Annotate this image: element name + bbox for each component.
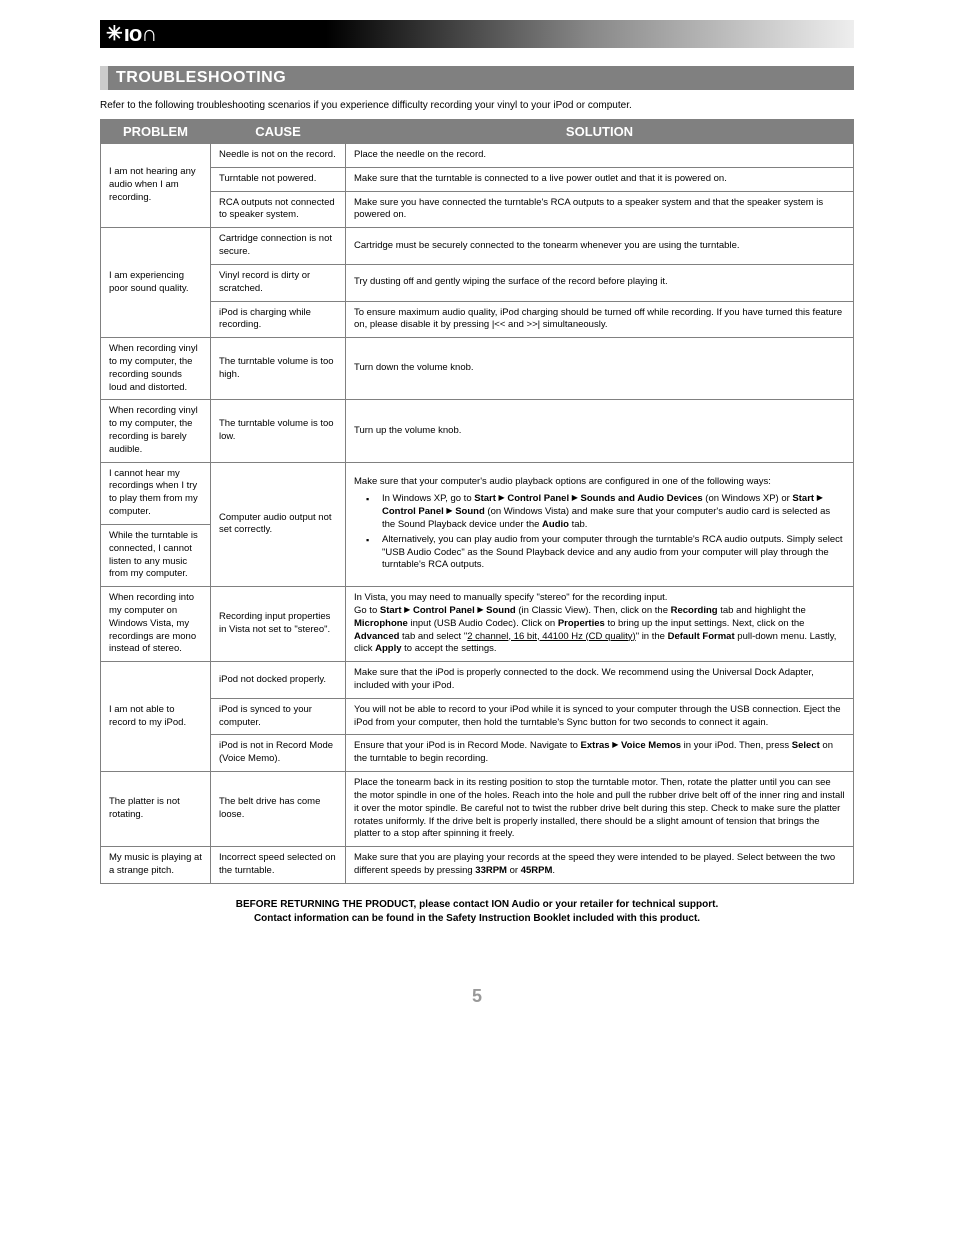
solution-cell: Place the needle on the record.: [346, 144, 854, 168]
bullet-item: In Windows XP, go to Start ▶ Control Pan…: [382, 492, 845, 532]
table-row: When recording vinyl to my computer, the…: [101, 400, 854, 462]
cause-cell: Vinyl record is dirty or scratched.: [211, 264, 346, 301]
solution-cell: You will not be able to record to your i…: [346, 698, 854, 735]
table-row: Vinyl record is dirty or scratched. Try …: [101, 264, 854, 301]
solution-cell: Make sure that your computer's audio pla…: [346, 462, 854, 587]
solution-cell: Try dusting off and gently wiping the su…: [346, 264, 854, 301]
problem-cell: I am not hearing any audio when I am rec…: [101, 144, 211, 228]
header-cause: CAUSE: [211, 120, 346, 144]
bullet-item: Alternatively, you can play audio from y…: [382, 533, 845, 573]
table-row: iPod is not in Record Mode (Voice Memo).…: [101, 735, 854, 772]
solution-cell: Make sure that the turntable is connecte…: [346, 167, 854, 191]
cause-cell: iPod is synced to your computer.: [211, 698, 346, 735]
table-row: Turntable not powered. Make sure that th…: [101, 167, 854, 191]
header-problem: PROBLEM: [101, 120, 211, 144]
troubleshooting-table: PROBLEM CAUSE SOLUTION I am not hearing …: [100, 119, 854, 884]
solution-text: Make sure that your computer's audio pla…: [354, 476, 771, 487]
problem-cell: While the turntable is connected, I cann…: [101, 524, 211, 586]
cause-cell: Incorrect speed selected on the turntabl…: [211, 847, 346, 884]
problem-cell: I am not able to record to my iPod.: [101, 662, 211, 772]
cause-cell: The belt drive has come loose.: [211, 772, 346, 847]
problem-cell: When recording into my computer on Windo…: [101, 587, 211, 662]
section-heading: TROUBLESHOOTING: [100, 66, 854, 90]
footer-line-2: Contact information can be found in the …: [254, 913, 700, 924]
solution-cell: Place the tonearm back in its resting po…: [346, 772, 854, 847]
table-row: iPod is charging while recording. To ens…: [101, 301, 854, 338]
table-row: I am not hearing any audio when I am rec…: [101, 144, 854, 168]
table-row: iPod is synced to your computer. You wil…: [101, 698, 854, 735]
cause-cell: Cartridge connection is not secure.: [211, 228, 346, 265]
table-row: I am experiencing poor sound quality. Ca…: [101, 228, 854, 265]
solution-cell: Make sure you have connected the turntab…: [346, 191, 854, 228]
logo-bar: ✳ ıo∩: [100, 20, 854, 48]
problem-cell: The platter is not rotating.: [101, 772, 211, 847]
cause-cell: Computer audio output not set correctly.: [211, 462, 346, 587]
problem-cell: I am experiencing poor sound quality.: [101, 228, 211, 338]
solution-cell: Turn down the volume knob.: [346, 338, 854, 400]
solution-cell: Ensure that your iPod is in Record Mode.…: [346, 735, 854, 772]
footer-line-1: BEFORE RETURNING THE PRODUCT, please con…: [236, 899, 718, 910]
table-row: When recording into my computer on Windo…: [101, 587, 854, 662]
logo-label: ıo∩: [124, 21, 156, 47]
solution-cell: Make sure that the iPod is properly conn…: [346, 662, 854, 699]
table-row: RCA outputs not connected to speaker sys…: [101, 191, 854, 228]
problem-cell: I cannot hear my recordings when I try t…: [101, 462, 211, 524]
cause-cell: iPod not docked properly.: [211, 662, 346, 699]
triangle-icon: ▶: [817, 493, 823, 502]
page-number: 5: [100, 986, 854, 1007]
footer-notes: BEFORE RETURNING THE PRODUCT, please con…: [100, 898, 854, 926]
cause-cell: The turntable volume is too low.: [211, 400, 346, 462]
table-row: When recording vinyl to my computer, the…: [101, 338, 854, 400]
cause-cell: Turntable not powered.: [211, 167, 346, 191]
table-row: The platter is not rotating. The belt dr…: [101, 772, 854, 847]
solution-cell: Make sure that you are playing your reco…: [346, 847, 854, 884]
intro-text: Refer to the following troubleshooting s…: [100, 100, 854, 111]
table-header-row: PROBLEM CAUSE SOLUTION: [101, 120, 854, 144]
cause-cell: Needle is not on the record.: [211, 144, 346, 168]
table-row: My music is playing at a strange pitch. …: [101, 847, 854, 884]
cause-cell: iPod is charging while recording.: [211, 301, 346, 338]
brand-logo: ✳ ıo∩: [106, 21, 156, 47]
solution-cell: To ensure maximum audio quality, iPod ch…: [346, 301, 854, 338]
logo-star-icon: ✳: [106, 24, 122, 44]
problem-cell: My music is playing at a strange pitch.: [101, 847, 211, 884]
table-row: I cannot hear my recordings when I try t…: [101, 462, 854, 524]
document-page: ✳ ıo∩ TROUBLESHOOTING Refer to the follo…: [0, 0, 954, 1047]
problem-cell: When recording vinyl to my computer, the…: [101, 338, 211, 400]
cause-cell: The turntable volume is too high.: [211, 338, 346, 400]
cause-cell: Recording input properties in Vista not …: [211, 587, 346, 662]
solution-cell: Cartridge must be securely connected to …: [346, 228, 854, 265]
problem-cell: When recording vinyl to my computer, the…: [101, 400, 211, 462]
solution-cell: Turn up the volume knob.: [346, 400, 854, 462]
cause-cell: RCA outputs not connected to speaker sys…: [211, 191, 346, 228]
table-row: I am not able to record to my iPod. iPod…: [101, 662, 854, 699]
solution-bullets: In Windows XP, go to Start ▶ Control Pan…: [354, 492, 845, 573]
cause-cell: iPod is not in Record Mode (Voice Memo).: [211, 735, 346, 772]
header-solution: SOLUTION: [346, 120, 854, 144]
solution-cell: In Vista, you may need to manually speci…: [346, 587, 854, 662]
